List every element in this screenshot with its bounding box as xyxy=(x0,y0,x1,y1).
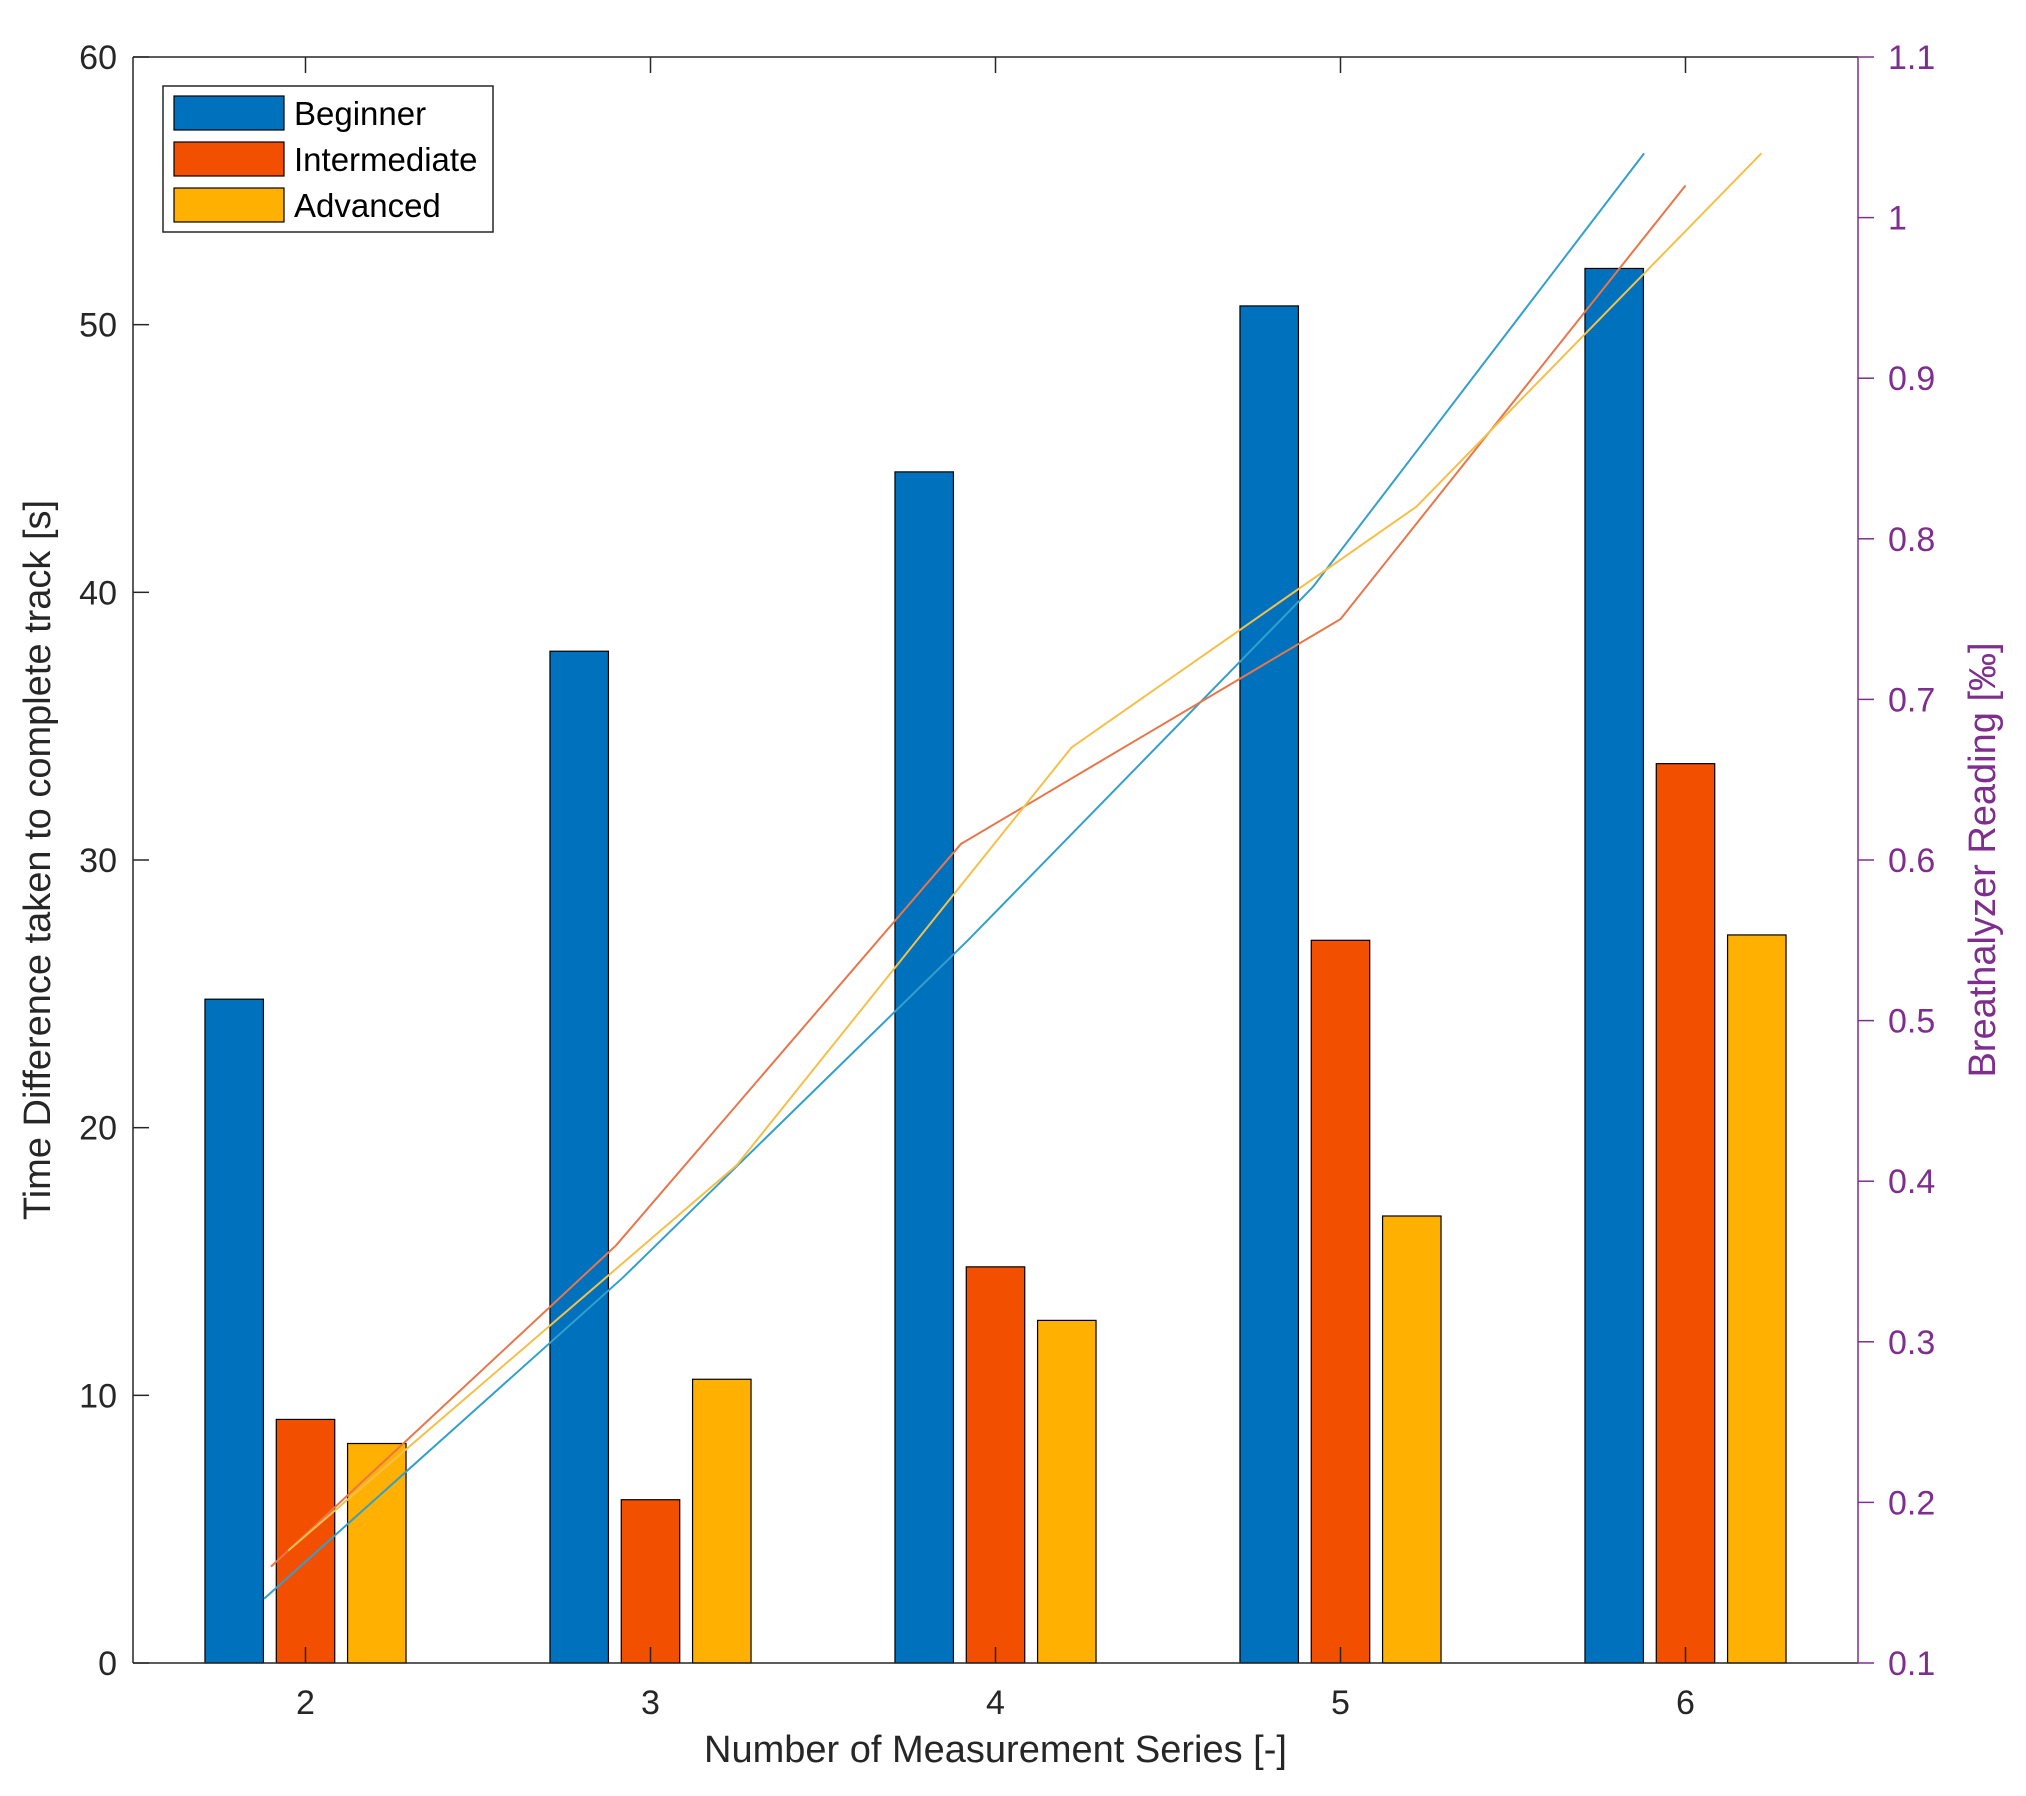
bar-beginner-3 xyxy=(549,650,610,1664)
bar-advanced-5 xyxy=(1381,1215,1442,1664)
y-right-tick-label-1: 1 xyxy=(1888,200,1907,238)
y-tick-label-10: 10 xyxy=(79,1377,117,1415)
x-tick-label-5: 5 xyxy=(1331,1684,1350,1722)
y-tick-label-40: 40 xyxy=(79,574,117,612)
y-right-tick-label-0.2: 0.2 xyxy=(1888,1484,1935,1522)
y-tick-label-20: 20 xyxy=(79,1110,117,1148)
line-advanced xyxy=(287,152,1763,1552)
bar-intermediate-4 xyxy=(965,1266,1026,1664)
y-axis-label-left: Time Difference taken to complete track … xyxy=(17,500,59,1220)
bar-advanced-2 xyxy=(346,1442,407,1664)
legend: Beginner Intermediate Advanced xyxy=(162,85,494,233)
x-axis-label: Number of Measurement Series [-] xyxy=(704,1729,1287,1771)
y-tick-label-60: 60 xyxy=(79,39,117,77)
y-right-tick-label-0.5: 0.5 xyxy=(1888,1003,1935,1041)
x-tick-label-2: 2 xyxy=(296,1684,315,1722)
legend-swatch-beginner xyxy=(173,95,285,131)
x-tick-label-6: 6 xyxy=(1676,1684,1695,1722)
bar-intermediate-5 xyxy=(1310,939,1371,1664)
y-right-tick-label-0.3: 0.3 xyxy=(1888,1324,1935,1362)
bar-intermediate-2 xyxy=(275,1418,336,1664)
y-right-tick-label-0.4: 0.4 xyxy=(1888,1163,1935,1201)
y-right-tick-label-0.8: 0.8 xyxy=(1888,521,1935,559)
bar-intermediate-3 xyxy=(620,1499,681,1664)
legend-swatch-intermediate xyxy=(173,141,285,177)
y-axis-label-right: Breathalyzer Reading [‰] xyxy=(1962,642,2004,1077)
x-tick-label-4: 4 xyxy=(986,1684,1005,1722)
y-right-tick-label-0.6: 0.6 xyxy=(1888,842,1935,880)
bar-beginner-4 xyxy=(894,471,955,1664)
y-tick-label-30: 30 xyxy=(79,842,117,880)
bar-beginner-6 xyxy=(1584,267,1645,1664)
x-tick-label-3: 3 xyxy=(641,1684,660,1722)
bar-beginner-5 xyxy=(1239,305,1300,1664)
legend-swatch-advanced xyxy=(173,187,285,223)
line-beginner xyxy=(263,152,1645,1600)
bar-beginner-2 xyxy=(204,998,265,1664)
legend-label-intermediate: Intermediate xyxy=(294,141,477,178)
legend-label-advanced: Advanced xyxy=(294,187,441,224)
bars-layer xyxy=(204,267,1787,1664)
bar-advanced-6 xyxy=(1726,934,1787,1664)
y-tick-label-0: 0 xyxy=(98,1645,117,1683)
legend-label-beginner: Beginner xyxy=(294,95,426,132)
axes-layer: 2 3 4 5 601020304050600.10.20.30.40.50.60.70… xyxy=(79,39,1935,1722)
bar-advanced-3 xyxy=(691,1378,752,1664)
y-right-tick-label-0.1: 0.1 xyxy=(1888,1645,1935,1683)
lines-layer xyxy=(263,152,1763,1600)
y-right-tick-label-0.7: 0.7 xyxy=(1888,681,1935,719)
line-intermediate xyxy=(270,184,1687,1568)
bar-intermediate-6 xyxy=(1655,763,1716,1664)
y-right-tick-label-1.1: 1.1 xyxy=(1888,39,1935,77)
y-right-tick-label-0.9: 0.9 xyxy=(1888,360,1935,398)
bar-advanced-4 xyxy=(1036,1319,1097,1664)
y-tick-label-50: 50 xyxy=(79,307,117,345)
